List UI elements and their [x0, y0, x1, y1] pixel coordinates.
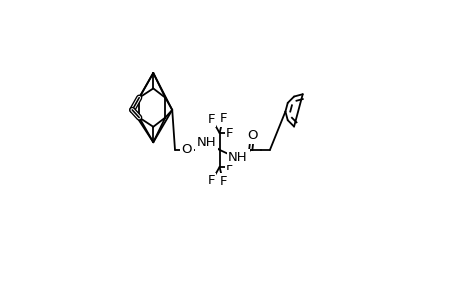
Text: F: F — [219, 175, 227, 188]
Text: NH: NH — [228, 151, 247, 164]
Text: F: F — [207, 174, 214, 187]
Text: F: F — [207, 113, 214, 126]
Text: NH: NH — [196, 136, 216, 149]
Text: F: F — [219, 112, 227, 125]
Text: F: F — [226, 127, 233, 140]
Text: O: O — [181, 143, 191, 156]
Text: F: F — [226, 160, 233, 173]
Text: O: O — [246, 129, 257, 142]
